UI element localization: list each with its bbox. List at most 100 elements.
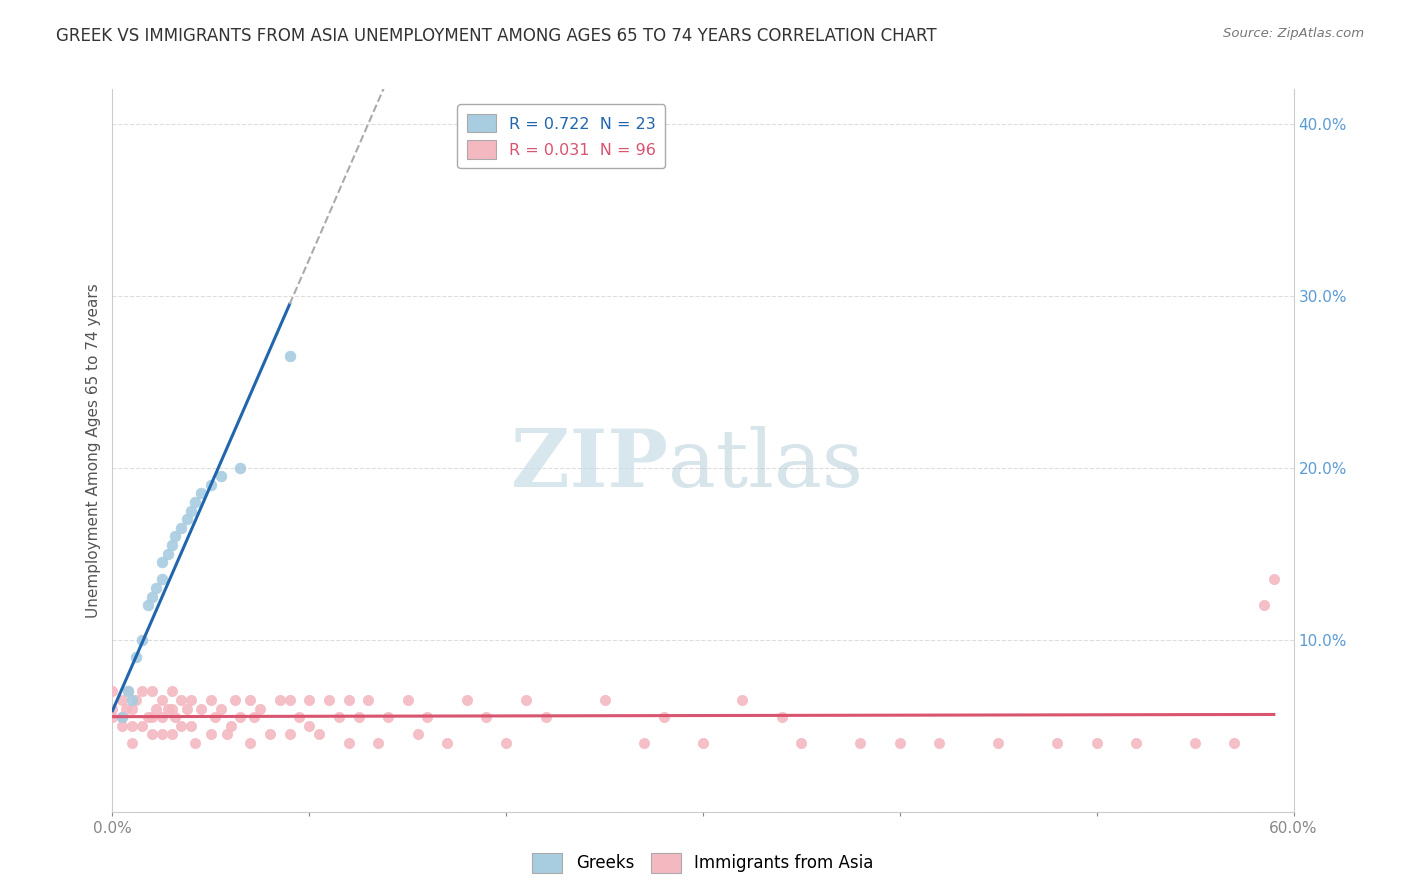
Point [121,701,143,715]
Point [200,727,222,741]
Point [475,710,498,724]
Point [115,701,138,715]
Point [849,736,872,750]
Point [209,469,232,483]
Point [416,710,439,724]
Point [190,486,212,500]
Point [131,632,153,647]
Point [495,736,517,750]
Point [1253,599,1275,613]
Point [249,701,271,715]
Point [125,649,148,664]
Point [224,693,246,707]
Point [928,736,950,750]
Point [229,460,252,475]
Point [141,590,163,604]
Point [176,701,198,715]
Point [136,599,159,613]
Point [1125,736,1147,750]
Point [170,521,193,535]
Text: Source: ZipAtlas.com: Source: ZipAtlas.com [1223,27,1364,40]
Point [131,684,153,698]
Point [136,710,159,724]
Point [160,727,183,741]
Point [889,736,911,750]
Point [534,710,557,724]
Point [184,736,207,750]
Point [176,512,198,526]
Y-axis label: Unemployment Among Ages 65 to 74 years: Unemployment Among Ages 65 to 74 years [86,283,101,618]
Point [357,693,380,707]
Point [278,349,301,363]
Point [593,693,616,707]
Point [165,529,187,543]
Point [141,727,163,741]
Point [121,719,143,733]
Point [269,693,291,707]
Text: ZIP: ZIP [510,425,668,504]
Point [150,693,173,707]
Point [731,693,754,707]
Point [141,684,163,698]
Point [1046,736,1069,750]
Point [131,719,153,733]
Point [141,710,163,724]
Point [121,736,143,750]
Point [278,727,301,741]
Point [215,727,238,741]
Point [145,581,167,595]
Point [117,684,139,698]
Point [396,693,419,707]
Point [288,710,311,724]
Legend: R = 0.722  N = 23, R = 0.031  N = 96: R = 0.722 N = 23, R = 0.031 N = 96 [457,104,665,169]
Point [180,503,202,517]
Point [633,736,655,750]
Point [219,719,242,733]
Point [111,719,134,733]
Point [790,736,813,750]
Point [259,727,281,741]
Point [987,736,1010,750]
Point [406,727,429,741]
Text: atlas: atlas [668,425,863,504]
Point [239,693,262,707]
Point [652,710,675,724]
Point [190,701,212,715]
Point [204,710,226,724]
Point [150,710,173,724]
Point [111,710,134,724]
Point [101,684,124,698]
Point [1263,573,1285,587]
Point [209,701,232,715]
Point [298,693,321,707]
Point [101,822,124,836]
Point [328,710,350,724]
Point [229,710,252,724]
Point [180,719,202,733]
Point [170,693,193,707]
Point [337,693,360,707]
Point [243,710,266,724]
Point [318,693,340,707]
Point [1184,736,1206,750]
Point [692,736,714,750]
Point [298,719,321,733]
Point [239,736,262,750]
Point [200,478,222,492]
Legend: Greeks, Immigrants from Asia: Greeks, Immigrants from Asia [526,847,880,880]
Point [515,693,537,707]
Point [111,710,134,724]
Point [337,736,360,750]
Point [150,555,173,569]
Point [180,693,202,707]
Point [156,547,179,561]
Point [436,736,458,750]
Point [278,693,301,707]
Point [184,495,207,509]
Point [121,693,143,707]
Point [170,719,193,733]
Point [770,710,793,724]
Point [200,693,222,707]
Point [101,701,124,715]
Point [160,684,183,698]
